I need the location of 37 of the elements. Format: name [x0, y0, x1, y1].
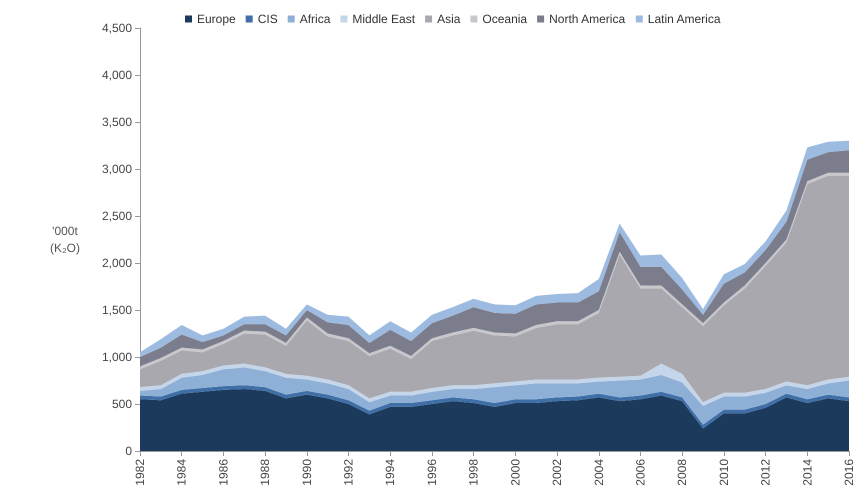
- y-tick-label: 0: [125, 444, 132, 458]
- y-tick-label: 500: [112, 397, 132, 411]
- x-tick-label: 2006: [633, 458, 648, 486]
- legend-label: Oceania: [482, 12, 528, 26]
- y-tick-label: 3,500: [102, 115, 132, 129]
- y-tick-label: 1,000: [102, 350, 132, 364]
- legend-label: Africa: [300, 12, 331, 26]
- y-tick-label: 2,500: [102, 209, 132, 223]
- y-tick-label: 4,000: [102, 68, 132, 82]
- x-tick-label: 2010: [716, 458, 731, 486]
- y-tick-label: 4,500: [102, 21, 132, 35]
- legend-label: Asia: [437, 12, 461, 26]
- x-tick-label: 1982: [133, 458, 147, 486]
- x-tick-label: 2008: [675, 458, 690, 486]
- x-tick-label: 1992: [342, 458, 356, 486]
- legend-label: Middle East: [352, 12, 416, 26]
- legend-label: Latin America: [648, 12, 721, 26]
- y-axis-title: '000t (K₂O): [50, 224, 80, 255]
- x-tick-label: 2016: [842, 458, 855, 486]
- x-tick-label: 1996: [424, 458, 439, 486]
- x-tick-label: 1986: [216, 458, 230, 486]
- y-tick-label: 3,000: [102, 162, 132, 176]
- legend-label: CIS: [258, 12, 278, 26]
- x-tick-label: 2004: [592, 458, 606, 486]
- x-tick-label: 2012: [758, 458, 773, 486]
- x-tick-label: 1990: [300, 458, 314, 486]
- y-tick-label: 1,500: [102, 303, 132, 317]
- legend-label: Europe: [197, 12, 236, 26]
- legend-label: North America: [549, 12, 626, 26]
- y-tick-label: 2,000: [102, 256, 132, 270]
- x-tick-label: 1998: [466, 458, 481, 486]
- x-tick-label: 1984: [174, 458, 189, 486]
- x-tick-label: 1994: [383, 458, 398, 486]
- x-tick-label: 2014: [800, 458, 814, 486]
- x-tick-label: 2002: [550, 458, 564, 486]
- x-tick-label: 2000: [508, 458, 522, 486]
- x-tick-label: 1988: [258, 458, 272, 486]
